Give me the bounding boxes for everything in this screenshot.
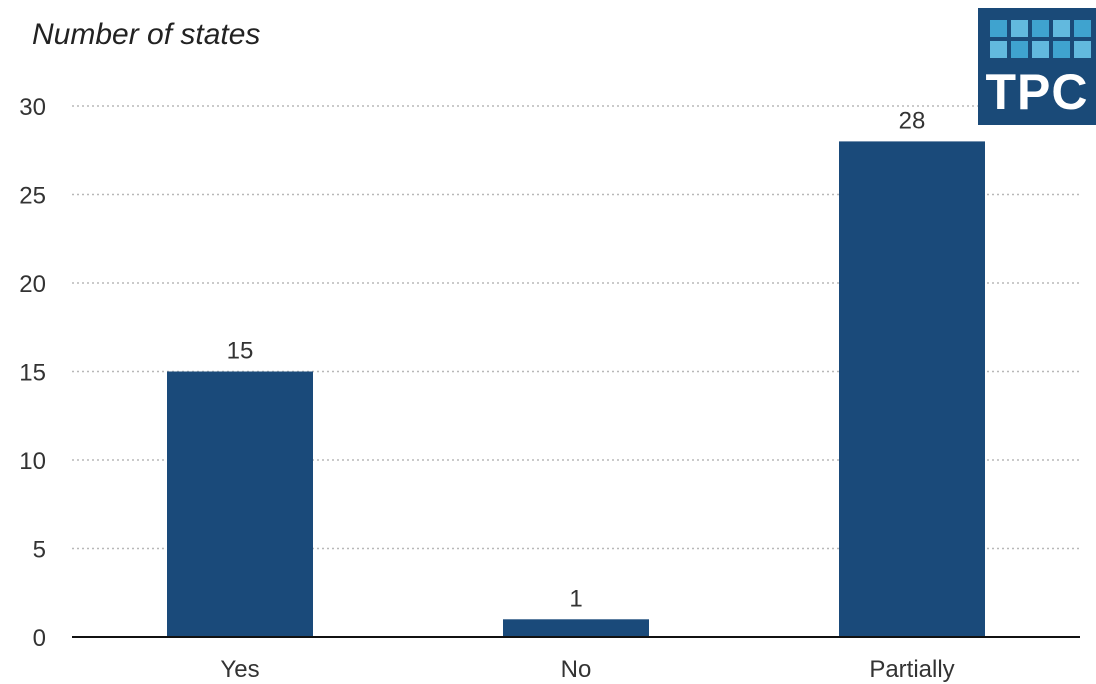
tpc-logo: TPC (978, 8, 1096, 125)
logo-tiles-icon (990, 20, 1091, 58)
x-tick-labels: Yes No Partially (220, 656, 954, 683)
logo-tile (990, 20, 1007, 37)
y-tick-labels: 0 5 10 15 20 25 30 (19, 94, 46, 652)
y-axis-title: Number of states (32, 18, 261, 51)
logo-tile (1074, 41, 1091, 58)
logo-tile (1053, 20, 1070, 37)
bar-yes (167, 371, 313, 637)
logo-text: TPC (985, 64, 1089, 120)
logo-tile (1053, 41, 1070, 58)
bar-partially (839, 141, 985, 637)
x-tick-label: Yes (220, 656, 259, 683)
data-labels: 15 1 28 (227, 107, 926, 612)
logo-tile (1074, 20, 1091, 37)
bar-no (503, 619, 649, 637)
y-tick-label: 15 (19, 360, 46, 387)
x-tick-label: Partially (869, 656, 954, 683)
y-tick-label: 25 (19, 183, 46, 210)
y-tick-label: 10 (19, 448, 46, 475)
y-tick-label: 5 (33, 537, 46, 564)
data-label: 1 (569, 585, 582, 612)
data-label: 15 (227, 338, 254, 365)
y-tick-label: 0 (33, 625, 46, 652)
logo-tile (1011, 20, 1028, 37)
y-tick-label: 20 (19, 271, 46, 298)
x-tick-label: No (561, 656, 592, 683)
logo-tile (1032, 41, 1049, 58)
logo-tile (1011, 41, 1028, 58)
data-label: 28 (899, 107, 926, 134)
logo-tile (1032, 20, 1049, 37)
y-tick-label: 30 (19, 94, 46, 121)
logo-tile (990, 41, 1007, 58)
bars (167, 141, 985, 637)
